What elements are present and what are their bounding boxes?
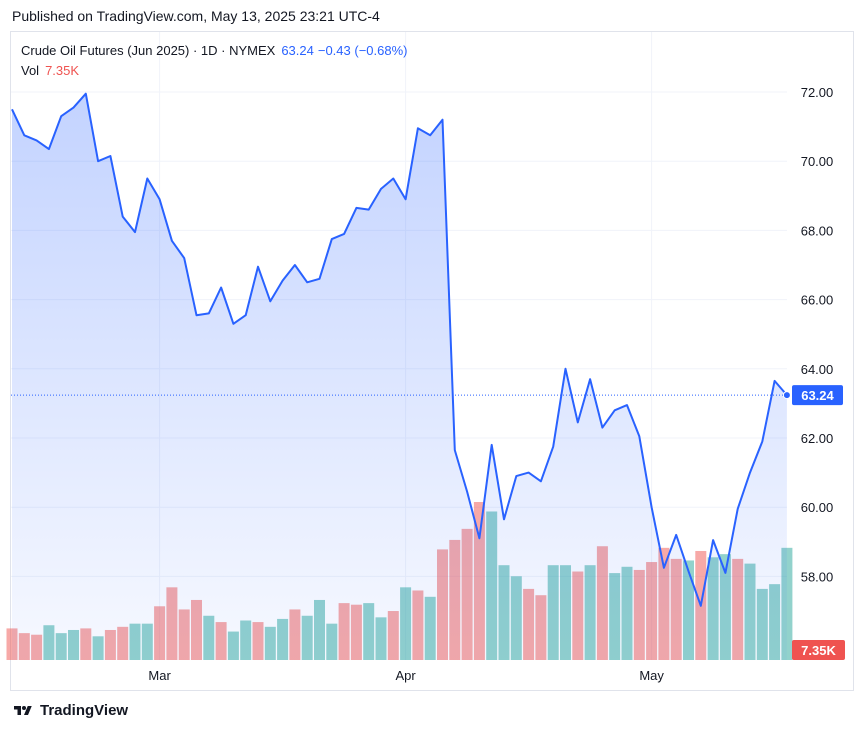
volume-badge: 7.35K [792,640,845,660]
volume-value-label: 7.35K [801,643,836,658]
last-price-label: 63.24 [801,388,834,403]
volume-legend: Vol 7.35K [21,61,79,81]
price-line [11,92,788,607]
y-tick-label: 58.00 [801,569,834,584]
volume-label[interactable]: Vol [21,63,40,78]
volume-value: 7.35K [45,63,80,78]
symbol-title[interactable]: Crude Oil Futures (Jun 2025) · 1D · NYME… [21,43,276,58]
last-price-dot [782,391,791,400]
footer-brand[interactable]: TradingView [12,702,128,719]
x-tick-label: Apr [395,668,416,683]
last-price-badge: 63.24 [792,385,843,406]
y-tick-label: 72.00 [801,85,834,100]
symbol-legend: Crude Oil Futures (Jun 2025) · 1D · NYME… [21,41,407,61]
x-tick-label: Mar [148,668,171,683]
y-tick-label: 64.00 [801,362,834,377]
x-tick-label: May [639,668,664,683]
tradingview-logo-icon [14,705,32,715]
y-tick-label: 68.00 [801,223,834,238]
y-tick-label: 66.00 [801,293,834,308]
y-tick-label: 62.00 [801,431,834,446]
chart-frame [10,31,854,691]
y-tick-label: 60.00 [801,500,834,515]
published-caption: Published on TradingView.com, May 13, 20… [12,8,380,24]
price-change: −0.43 (−0.68%) [317,43,408,58]
price-area [12,93,787,660]
y-axis: 72.00 70.00 68.00 66.00 64.00 62.00 60.00 58.00 [801,85,834,584]
brand-name: TradingView [40,702,129,719]
x-axis: Mar Apr May [148,668,664,683]
current-price: 63.24 [281,43,314,58]
y-tick-label: 70.00 [801,154,834,169]
